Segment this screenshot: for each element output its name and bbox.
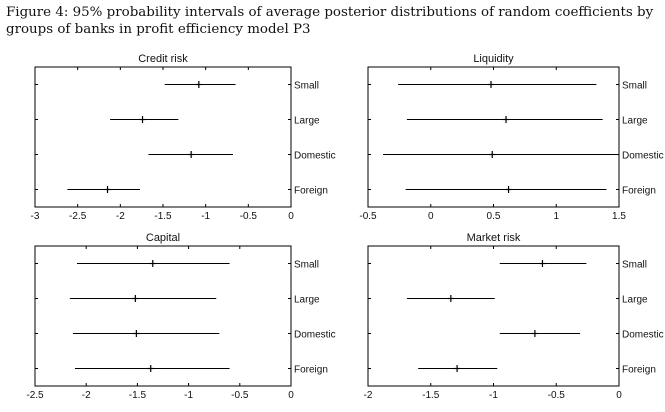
credit-risk-title: Credit risk xyxy=(138,53,188,65)
credit-risk-category-label: Small xyxy=(294,81,319,92)
market-risk-category-label: Small xyxy=(622,260,647,271)
credit-risk-xtick-label: -0.5 xyxy=(240,211,258,222)
caption-line-1: Figure 4: 95% probability intervals of a… xyxy=(6,5,654,20)
credit-risk-category-label: Domestic xyxy=(294,151,336,162)
liquidity-category-label: Large xyxy=(622,116,648,127)
capital-xtick-label: -1.5 xyxy=(129,390,147,401)
caption-line-2: groups of banks in profit efficiency mod… xyxy=(6,22,311,37)
credit-risk-xtick-label: -2.5 xyxy=(69,211,87,222)
liquidity-xtick-label: 1.5 xyxy=(612,211,626,222)
figure-caption: Figure 4: 95% probability intervals of a… xyxy=(6,4,661,38)
market-risk-title: Market risk xyxy=(467,232,521,244)
liquidity-xtick-label: 0 xyxy=(428,211,434,222)
capital-category-label: Large xyxy=(294,295,320,306)
credit-risk-xtick-label: -2 xyxy=(116,211,125,222)
credit-risk-category-label: Foreign xyxy=(294,186,328,197)
liquidity-xtick-label: 0.5 xyxy=(487,211,501,222)
market-risk-xtick-label: -1.5 xyxy=(422,390,440,401)
liquidity-category-label: Small xyxy=(622,81,647,92)
capital-title: Capital xyxy=(146,232,180,244)
liquidity-title: Liquidity xyxy=(473,53,514,65)
capital-xtick-label: -0.5 xyxy=(231,390,249,401)
credit-risk-axes-frame xyxy=(34,66,292,208)
capital-xtick-label: -1 xyxy=(184,390,193,401)
capital-category-label: Domestic xyxy=(294,330,336,341)
liquidity-axes-frame xyxy=(367,66,620,208)
market-risk-category-label: Domestic xyxy=(622,330,664,341)
market-risk-xtick-label: 0 xyxy=(616,390,622,401)
market-risk-category-label: Large xyxy=(622,295,648,306)
credit-risk-xtick-label: -1.5 xyxy=(154,211,172,222)
liquidity-category-label: Foreign xyxy=(622,186,656,197)
market-risk-axes-frame xyxy=(367,245,620,387)
capital-axes-frame xyxy=(34,245,292,387)
credit-risk-xtick-label: -1 xyxy=(201,211,210,222)
market-risk-xtick-label: -0.5 xyxy=(548,390,566,401)
credit-risk-category-label: Large xyxy=(294,116,320,127)
capital-category-label: Small xyxy=(294,260,319,271)
liquidity-category-label: Domestic xyxy=(622,151,664,162)
capital-xtick-label: 0 xyxy=(288,390,294,401)
credit-risk-xtick-label: 0 xyxy=(288,211,294,222)
liquidity-xtick-label: 1 xyxy=(553,211,559,222)
market-risk-xtick-label: -1 xyxy=(489,390,498,401)
liquidity-xtick-label: -0.5 xyxy=(359,211,377,222)
capital-xtick-label: -2.5 xyxy=(26,390,44,401)
market-risk-xtick-label: -2 xyxy=(364,390,373,401)
capital-category-label: Foreign xyxy=(294,365,328,376)
credit-risk-xtick-label: -3 xyxy=(31,211,40,222)
market-risk-category-label: Foreign xyxy=(622,365,656,376)
capital-xtick-label: -2 xyxy=(82,390,91,401)
